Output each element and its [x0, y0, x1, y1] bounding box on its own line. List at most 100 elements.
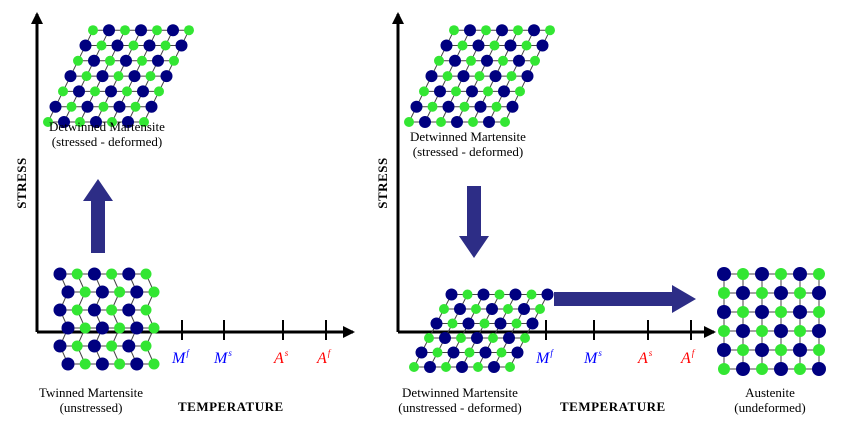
- atom-dark: [812, 362, 826, 376]
- atom-dark: [717, 343, 731, 357]
- atom-dark: [111, 39, 124, 52]
- atom-green: [81, 71, 92, 82]
- atom-green: [148, 322, 160, 334]
- atom-green: [813, 306, 825, 318]
- atom-dark: [736, 286, 750, 300]
- tick-base: A: [274, 350, 284, 367]
- atom-dark: [481, 54, 493, 67]
- atom-green: [71, 340, 83, 352]
- atom-green: [88, 25, 98, 36]
- atom-green: [75, 117, 85, 127]
- atom-green: [43, 117, 53, 127]
- left-bottom-state-line2: (unstressed): [59, 400, 123, 415]
- atom-dark: [494, 317, 507, 330]
- atom-green: [775, 344, 787, 356]
- left-bottom-state-label: Twinned Martensite (unstressed): [26, 385, 156, 415]
- atom-dark: [504, 39, 517, 52]
- right-tick-label-1: Mf: [536, 348, 553, 368]
- atom-dark: [755, 305, 769, 319]
- atom-green: [128, 40, 139, 51]
- left-top-state-line2: (stressed - deformed): [51, 134, 163, 149]
- atom-green: [66, 101, 77, 112]
- atom-dark: [462, 317, 475, 330]
- atom-green: [545, 25, 555, 36]
- atom-dark: [128, 70, 141, 83]
- atom-green: [140, 340, 152, 352]
- atom-green: [462, 289, 473, 300]
- atom-green: [71, 304, 83, 316]
- atom-green: [439, 304, 449, 314]
- atom-dark: [130, 285, 144, 299]
- atom-dark: [58, 116, 70, 128]
- up-arrow: [83, 179, 113, 253]
- atom-green: [491, 101, 502, 112]
- atom-green: [756, 363, 768, 375]
- atom-dark: [53, 267, 67, 281]
- atom-dark: [95, 285, 109, 299]
- atom-dark: [471, 332, 483, 344]
- atom-green: [794, 325, 806, 337]
- atom-green: [447, 318, 458, 329]
- atom-green: [737, 268, 749, 280]
- tick-base: M: [172, 350, 186, 367]
- atom-green: [122, 86, 132, 97]
- atom-green: [160, 40, 171, 51]
- atom-dark: [736, 324, 750, 338]
- left-y-axis-title: STRESS: [14, 157, 29, 209]
- atom-green: [794, 287, 806, 299]
- atom-green: [130, 101, 141, 112]
- atom-green: [464, 347, 475, 358]
- atom-green: [442, 71, 453, 82]
- atom-green: [775, 268, 787, 280]
- right-top-state-line1: Detwinned Martensite: [410, 129, 526, 144]
- atom-dark: [498, 85, 510, 98]
- atom-dark: [105, 85, 117, 98]
- atom-green: [449, 25, 459, 36]
- atom-dark: [793, 343, 807, 357]
- atom-dark: [152, 54, 164, 67]
- atom-dark: [489, 70, 502, 83]
- atom-dark: [479, 346, 492, 359]
- atom-dark: [483, 116, 495, 128]
- atom-dark: [793, 305, 807, 319]
- atom-green: [756, 325, 768, 337]
- atom-dark: [64, 70, 77, 83]
- atom-dark: [449, 54, 461, 67]
- atom-dark: [430, 317, 443, 330]
- lattice-detwinned-unstressed: [409, 288, 554, 373]
- atom-dark: [122, 267, 136, 281]
- atom-dark: [717, 305, 731, 319]
- tick-base: M: [536, 350, 550, 367]
- atom-dark: [526, 317, 539, 330]
- atom-dark: [90, 116, 102, 128]
- atom-green: [427, 101, 438, 112]
- atom-green: [737, 344, 749, 356]
- down-arrow: [459, 186, 489, 258]
- atom-green: [419, 86, 429, 97]
- tick-base: M: [584, 350, 598, 367]
- atom-green: [184, 25, 194, 36]
- atom-dark: [464, 24, 476, 37]
- atom-dark: [415, 346, 428, 359]
- austenite-label: Austenite (undeformed): [720, 385, 820, 415]
- atom-dark: [425, 70, 438, 83]
- atom-dark: [120, 54, 132, 67]
- atom-dark: [755, 343, 769, 357]
- left-top-state-label: Detwinned Martensite (stressed - deforme…: [32, 119, 182, 149]
- atom-green: [145, 71, 156, 82]
- atom-dark: [434, 85, 446, 98]
- atom-green: [794, 363, 806, 375]
- atom-dark: [122, 303, 136, 317]
- atom-green: [114, 322, 126, 334]
- atom-green: [515, 86, 525, 97]
- atom-green: [169, 55, 179, 66]
- atom-dark: [466, 85, 478, 98]
- atom-green: [105, 55, 115, 66]
- atom-dark: [143, 39, 156, 52]
- atom-dark: [424, 361, 436, 373]
- atom-dark: [477, 288, 490, 301]
- atom-green: [535, 304, 545, 314]
- atom-green: [114, 358, 126, 370]
- atom-green: [79, 322, 91, 334]
